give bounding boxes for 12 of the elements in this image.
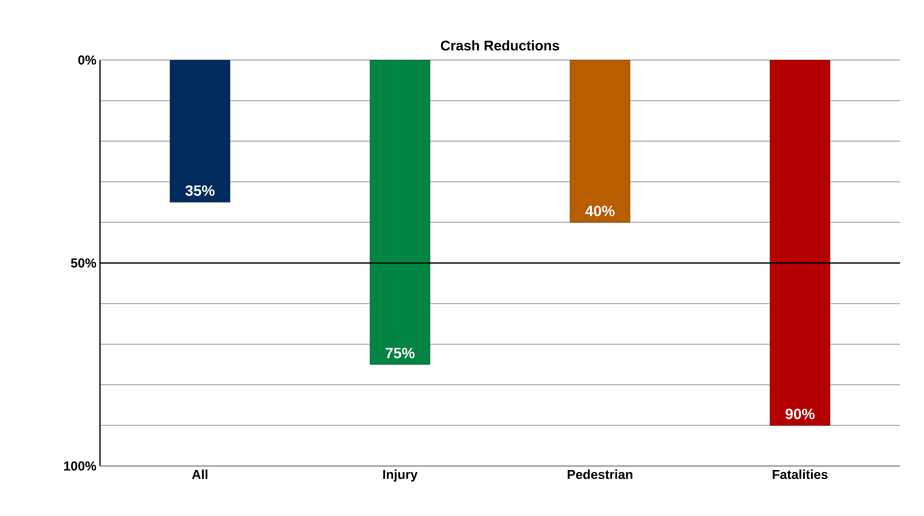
- data-label: 75%: [386, 348, 415, 358]
- data-label: 40%: [585, 206, 615, 216]
- data-label: 35%: [185, 185, 215, 196]
- x-tick-label: Fatalities: [772, 470, 828, 480]
- chart-title: Crash Reductions: [440, 40, 560, 51]
- y-tick-label: 0%: [78, 55, 96, 65]
- y-tick-label: 100%: [64, 461, 96, 471]
- x-tick-label: Injury: [383, 470, 418, 482]
- y-tick-label: 50%: [70, 258, 96, 268]
- data-label: 90%: [786, 408, 815, 420]
- x-tick-label: Pedestrian: [568, 470, 632, 480]
- x-tick-label: All: [192, 470, 208, 479]
